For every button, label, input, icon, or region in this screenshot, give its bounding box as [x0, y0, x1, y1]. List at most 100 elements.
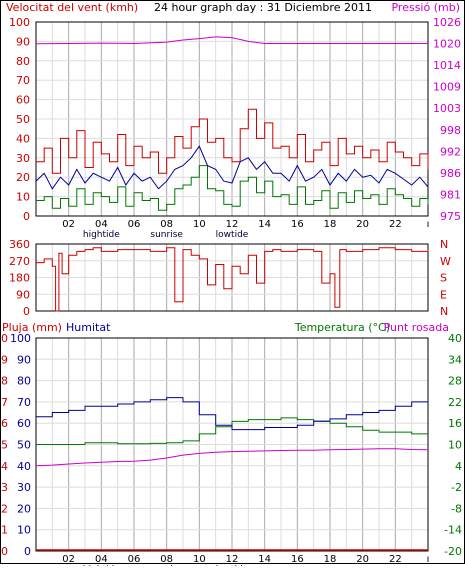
dewpoint-line	[35, 448, 429, 467]
rain-tick-label: 9	[1, 353, 8, 366]
rain-tick-label: 3	[1, 481, 8, 494]
plot-frame-direction	[35, 243, 429, 312]
rain-tick-label: 7	[1, 396, 8, 409]
pressure-tick-label: 1014	[433, 59, 461, 72]
humidity-tick-label: 40	[17, 460, 31, 473]
x-tick-label: 16	[291, 219, 304, 230]
temperature-tick-label: 40	[448, 332, 462, 345]
rain-axis-title: Pluja (mm)	[2, 321, 62, 334]
wind-tick-label: 80	[16, 55, 30, 68]
pressure-tick-label: 1020	[433, 38, 461, 51]
wind-tick-label: 20	[16, 171, 30, 184]
pressure-tick-label: 1009	[433, 81, 461, 94]
direction-tick-label: 360	[9, 238, 30, 251]
humidity-tick-label: 70	[17, 396, 31, 409]
x-tick-label: 10	[193, 219, 206, 230]
x-tick-label: 16	[291, 554, 304, 565]
pressure-axis-title: Pressió (mb)	[391, 1, 460, 14]
humidity-axis-title: Humitat	[66, 321, 111, 334]
wind-tick-label: 90	[16, 35, 30, 48]
plot-frame-wind	[35, 21, 429, 217]
x-tick-label: 14	[258, 219, 271, 230]
compass-tick-label: E	[440, 288, 447, 301]
x-tick-label: 06	[128, 554, 141, 565]
humidity-tick-label: 60	[17, 417, 31, 430]
temperature-tick-label: 16	[448, 417, 462, 430]
x-marker-label: hightide	[83, 230, 120, 240]
direction-tick-label: 0	[23, 305, 30, 318]
x-tick-label: 08	[160, 219, 173, 230]
humidity-tick-label: 0	[24, 545, 31, 558]
humidity-tick-label: 20	[17, 502, 31, 515]
humidity-tick-label: 90	[17, 353, 31, 366]
x-tick-label: 02	[62, 219, 75, 230]
pressure-tick-label: 1026	[433, 16, 461, 29]
temperature-tick-label: -2	[451, 481, 462, 494]
wind-direction-line	[36, 247, 429, 312]
wind-tick-label: 30	[16, 152, 30, 165]
pressure-tick-label: 998	[440, 124, 461, 137]
wind-tick-label: 70	[16, 74, 30, 87]
rain-tick-label: 1	[1, 524, 8, 537]
wind-tick-label: 50	[16, 113, 30, 126]
x-tick-label: 14	[258, 554, 271, 565]
wind-tick-label: 100	[9, 16, 30, 29]
x-tick-label: 20	[356, 219, 369, 230]
temperature-tick-label: 34	[448, 353, 462, 366]
pressure-tick-label: 975	[440, 210, 461, 223]
wind-low-line	[36, 165, 429, 211]
wind-average-line	[35, 145, 429, 190]
x-tick-label: 06	[128, 219, 141, 230]
pressure-tick-label: 1003	[433, 102, 461, 115]
x-tick-label: 12	[226, 554, 239, 565]
wind-tick-label: 10	[16, 191, 30, 204]
temperature-tick-label: 22	[448, 396, 462, 409]
x-tick-label-end: ı	[427, 219, 430, 230]
rain-tick-label: 2	[1, 502, 8, 515]
x-tick-label: 18	[324, 219, 337, 230]
wind-tick-label: 60	[16, 94, 30, 107]
x-tick-label: 22	[389, 219, 402, 230]
x-tick-label: 22	[389, 554, 402, 565]
direction-tick-label: 90	[16, 288, 30, 301]
x-marker-label: lowtide	[216, 230, 249, 240]
humidity-tick-label: 30	[17, 481, 31, 494]
x-tick-label: 04	[95, 219, 108, 230]
x-tick-label: 10	[193, 554, 206, 565]
humidity-tick-label: 80	[17, 375, 31, 388]
temperature-tick-label: -8	[451, 502, 462, 515]
temperature-tick-label: 10	[448, 439, 462, 452]
x-tick-label: 08	[160, 554, 173, 565]
rain-tick-label: 8	[1, 375, 8, 388]
rain-tick-label: 10	[0, 332, 8, 345]
chart-layer: 1009080706050403020100102610201014100910…	[0, 16, 462, 570]
compass-tick-label: N	[440, 305, 448, 318]
rain-tick-label: 0	[1, 545, 8, 558]
rain-tick-label: 5	[1, 439, 8, 452]
x-tick-label-end: ı	[427, 554, 430, 565]
temperature-tick-label: 28	[448, 375, 462, 388]
humidity-line	[36, 397, 429, 431]
pressure-line	[35, 36, 428, 45]
wind-gust-line	[36, 108, 429, 174]
x-tick-label: 20	[356, 554, 369, 565]
temperature-axis-title: Temperatura (°C)	[294, 321, 390, 334]
pressure-tick-label: 981	[440, 188, 461, 201]
temperature-line	[36, 417, 428, 445]
x-tick-label: 02	[62, 554, 75, 565]
wind-tick-label: 0	[23, 210, 30, 223]
temperature-tick-label: 4	[455, 460, 462, 473]
humidity-tick-label: 10	[17, 524, 31, 537]
chart-title: 24 hour graph day : 31 Diciembre 2011	[154, 1, 372, 14]
temperature-tick-label: -14	[444, 524, 462, 537]
wind-axis-title: Velocitat del vent (kmh)	[6, 1, 138, 14]
compass-tick-label: N	[440, 238, 448, 251]
compass-tick-label: S	[440, 272, 447, 285]
compass-tick-label: W	[440, 255, 451, 268]
humidity-tick-label: 100	[10, 332, 31, 345]
pressure-tick-label: 992	[440, 145, 461, 158]
x-marker-label: sunrise	[150, 230, 183, 240]
rain-tick-label: 4	[1, 460, 8, 473]
